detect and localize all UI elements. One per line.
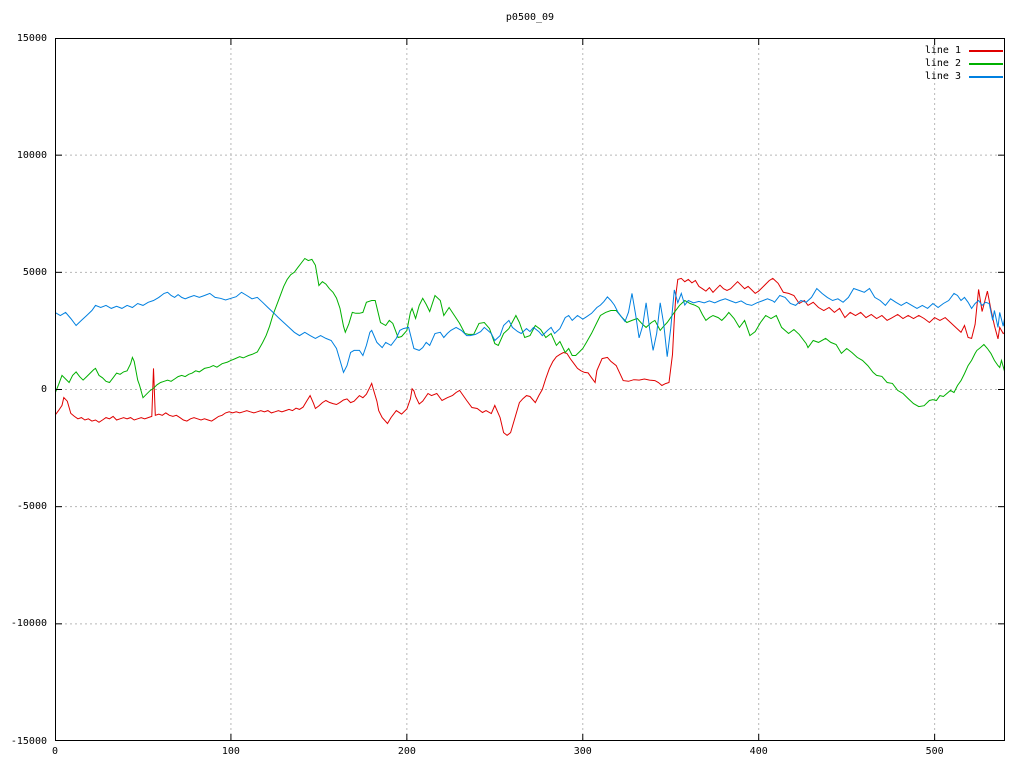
series-line-2 <box>55 257 1005 408</box>
legend-item-line-2: line 2 <box>823 57 1003 70</box>
y-tick-label: -15000 <box>10 735 47 747</box>
x-tick-label: 100 <box>221 746 240 757</box>
legend-sample-line-1 <box>969 49 1003 52</box>
y-tick-label: -10000 <box>10 618 47 630</box>
series-line-1 <box>55 277 1005 437</box>
legend-item-line-1: line 1 <box>823 44 1003 57</box>
x-tick-label: 500 <box>925 746 944 757</box>
x-tick-label: 300 <box>573 746 592 757</box>
legend: line 1 line 2 line 3 <box>823 44 1003 83</box>
x-tick-label: 400 <box>749 746 768 757</box>
y-tick-label: 15000 <box>16 32 47 44</box>
legend-sample-line-2 <box>969 62 1003 65</box>
legend-label-line-3: line 3 <box>924 71 961 82</box>
legend-label-line-2: line 2 <box>924 58 961 69</box>
legend-item-line-3: line 3 <box>823 70 1003 83</box>
legend-sample-line-3 <box>969 75 1003 78</box>
y-tick-label: -5000 <box>16 501 47 513</box>
y-tick-label: 0 <box>40 384 47 395</box>
y-tick-label: 10000 <box>16 149 47 161</box>
x-tick-label: 0 <box>51 746 59 757</box>
legend-label-line-1: line 1 <box>924 45 961 56</box>
x-tick-label: 200 <box>397 746 416 757</box>
chart-title: p0500_09 <box>505 12 555 23</box>
series-line-3 <box>55 287 1005 374</box>
plot-area <box>55 38 1005 741</box>
y-tick-label: 5000 <box>22 266 47 278</box>
